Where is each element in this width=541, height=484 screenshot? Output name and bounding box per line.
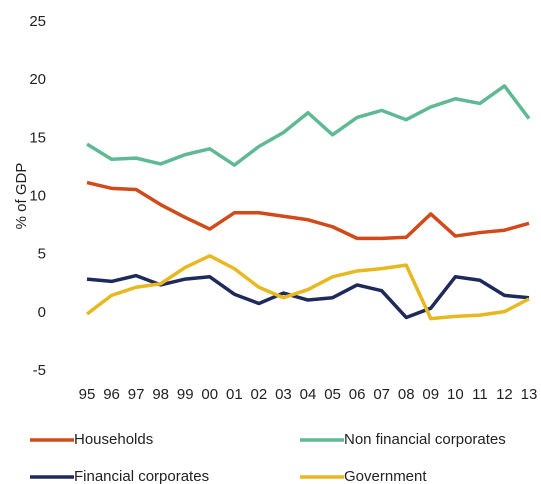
x-tick-label: 08 xyxy=(398,386,415,403)
x-tick-label: 00 xyxy=(201,386,218,403)
x-tick-label: 13 xyxy=(521,386,538,403)
series-line xyxy=(86,180,530,241)
x-tick-label: 96 xyxy=(103,386,120,403)
y-tick-label: 10 xyxy=(29,187,46,204)
legend-label: Government xyxy=(344,468,427,484)
x-tick-label: 06 xyxy=(349,386,366,403)
x-tick-label: 09 xyxy=(422,386,439,403)
x-tick-label: 10 xyxy=(447,386,464,403)
y-tick-label: 15 xyxy=(29,129,46,146)
series-line xyxy=(86,84,531,167)
x-tick-label: 12 xyxy=(496,386,513,403)
x-tick-label: 05 xyxy=(324,386,341,403)
x-tick-label: 95 xyxy=(79,386,96,403)
y-tick-label: 25 xyxy=(29,13,46,30)
x-tick-label: 07 xyxy=(373,386,390,403)
series-line xyxy=(86,273,530,320)
legend-label: Households xyxy=(74,431,153,448)
x-tick-label: 04 xyxy=(300,386,317,403)
y-tick-label: 20 xyxy=(29,71,46,88)
y-axis-label: % of GDP xyxy=(13,163,30,230)
x-tick-label: 03 xyxy=(275,386,292,403)
x-tick-label: 97 xyxy=(128,386,145,403)
x-tick-label: 99 xyxy=(177,386,194,403)
legend-label: Financial corporates xyxy=(74,468,209,484)
x-tick-label: 11 xyxy=(472,386,488,403)
series-line xyxy=(85,254,530,321)
y-tick-label: 0 xyxy=(38,304,46,321)
x-tick-label: 01 xyxy=(226,386,243,403)
x-tick-label: 02 xyxy=(251,386,268,403)
x-tick-label: 98 xyxy=(152,386,169,403)
legend-label: Non financial corporates xyxy=(344,431,506,448)
y-tick-label: -5 xyxy=(33,362,46,379)
y-tick-label: 5 xyxy=(38,246,46,263)
